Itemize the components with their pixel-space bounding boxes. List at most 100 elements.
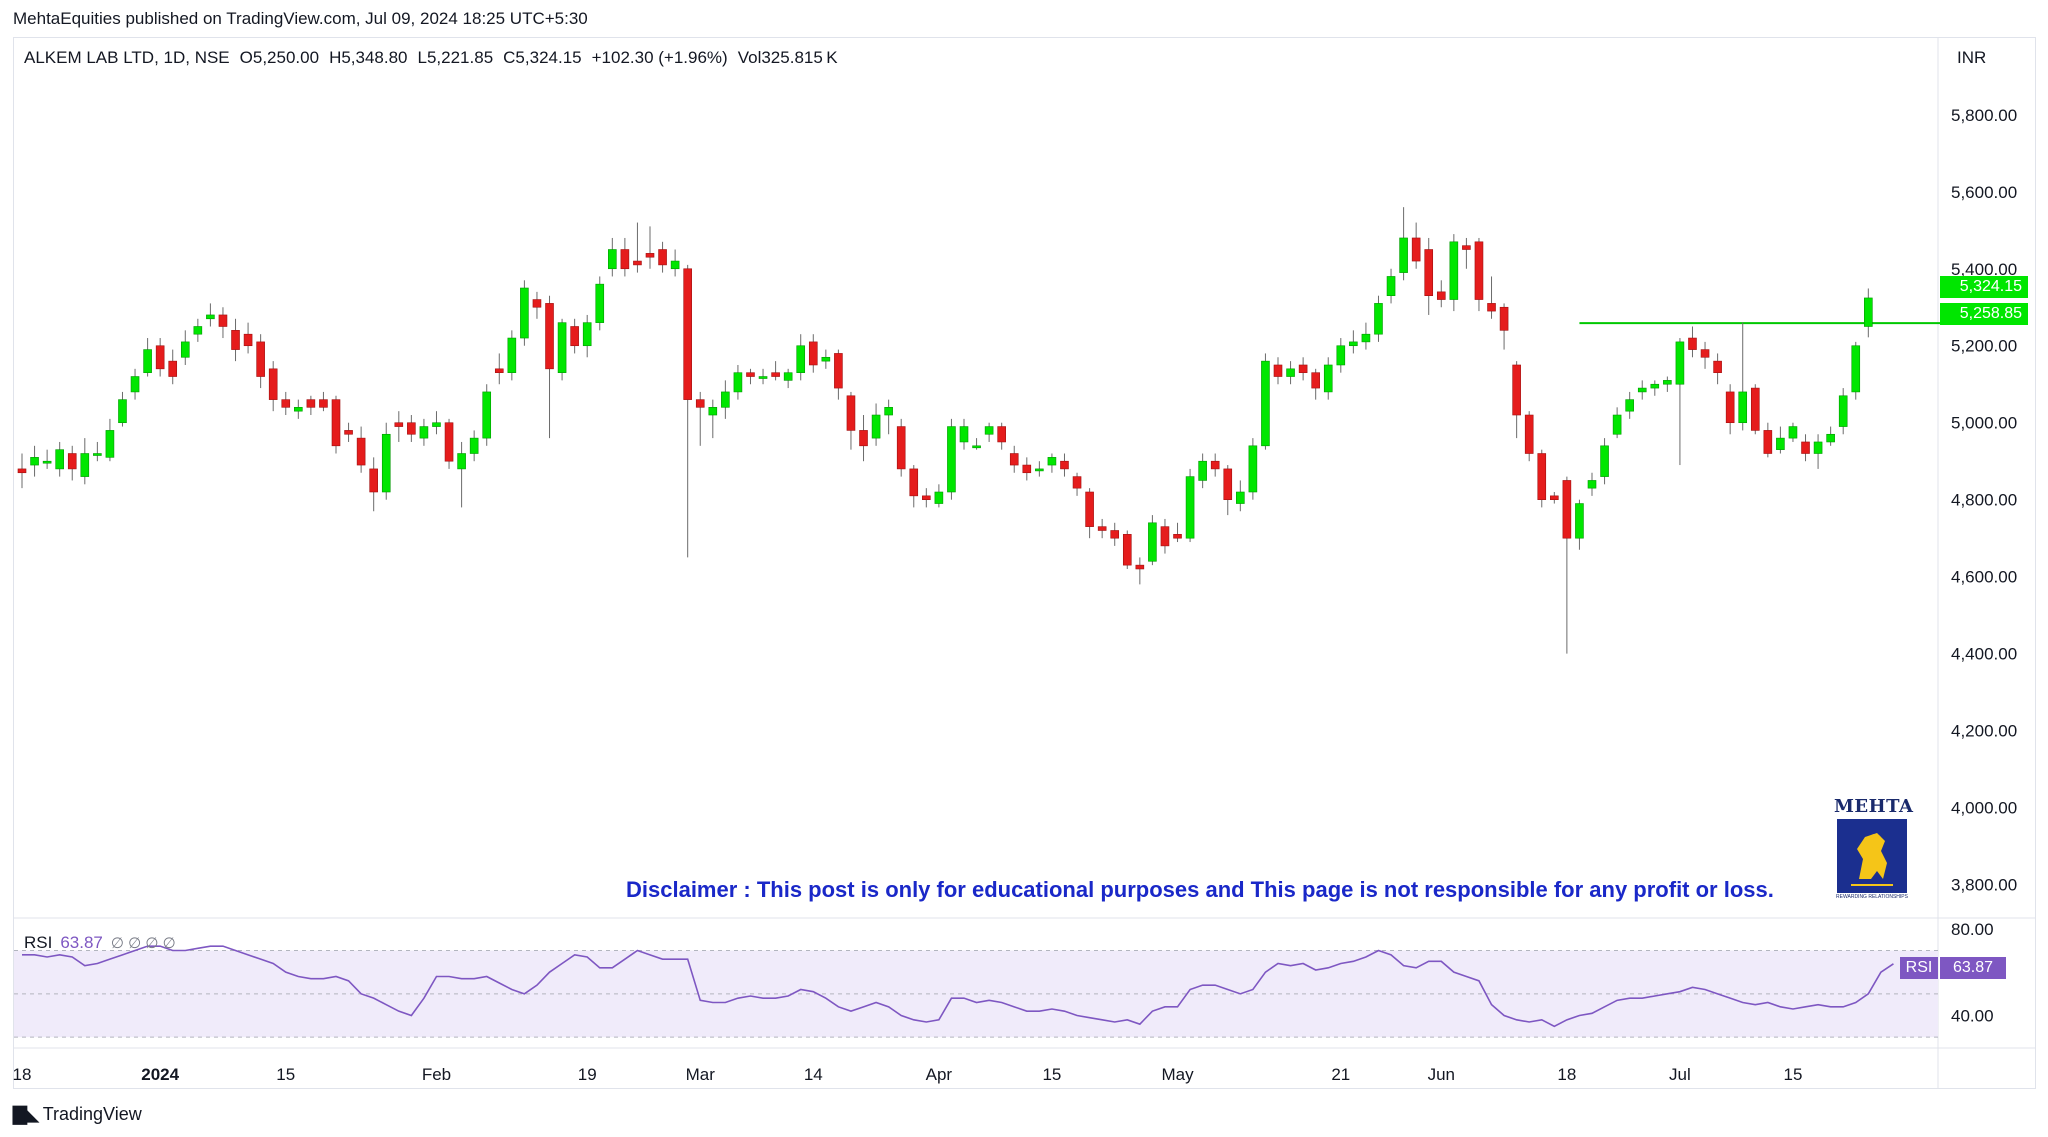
candle [1625,391,1634,419]
x-tick-label: 14 [804,1065,823,1084]
candle [1022,457,1032,481]
candle [1763,422,1773,458]
y-tick-label: 4,000.00 [1951,799,2017,818]
currency-label[interactable]: INR [1957,48,1987,67]
candle [1085,488,1094,539]
published-line: MehtaEquities published on TradingView.c… [13,9,588,28]
candle [1110,522,1120,546]
candle-body [331,399,341,447]
candle [444,418,454,469]
candle [180,330,190,365]
candle [1750,384,1760,435]
candle [1411,222,1421,269]
candle-body [1323,364,1333,393]
candle [118,391,127,427]
candle-body [1110,530,1120,539]
candle [595,276,605,331]
candle [1550,492,1559,504]
candle [1537,449,1547,508]
candle-body [143,349,152,373]
candle-body [520,287,529,339]
x-tick-label: 15 [1783,1065,1802,1084]
candle-body [1826,433,1835,443]
candle-body [17,468,27,474]
candle-body [922,495,931,500]
footer-brand-label: TradingView [42,1104,142,1124]
x-tick-label: 15 [1042,1065,1061,1084]
candle [80,438,90,485]
candle [1725,384,1735,435]
candle-body [871,414,881,439]
candle-body [1776,437,1785,450]
candle [1738,322,1748,431]
candle [42,449,52,469]
candle [821,349,831,369]
candle-body [407,422,416,435]
x-tick-label: 18 [13,1065,32,1084]
candle-body [1537,453,1547,500]
candle-body [419,426,429,439]
chart-frame [13,37,2036,1089]
candle [1524,411,1534,462]
candle-body [93,453,102,456]
candle [834,349,843,400]
candle-body [1700,349,1710,358]
candle-body [1813,441,1823,454]
candle-body [256,341,265,377]
open-value: O5,250.00 [239,48,320,67]
candle-body [1725,391,1735,424]
tradingview-logo-icon: ▇◣ [13,1104,39,1124]
footer-brand[interactable]: ▇◣ TradingView [13,1104,142,1125]
candle-body [595,283,605,323]
candle-body [1349,341,1358,347]
candle-body [1286,368,1295,377]
rsi-y-tick-label: 40.00 [1951,1007,1994,1026]
candle-body [1650,383,1660,389]
candle-body [1185,476,1195,539]
volume-value: Vol325.815 K [737,48,838,67]
candle [457,441,466,508]
x-tick-label: Apr [926,1065,953,1084]
candle-body [834,353,843,389]
candle [356,426,366,473]
candle-body [708,407,718,416]
candle [570,318,579,354]
candle [155,338,165,377]
candle [721,380,730,419]
candle [1637,380,1647,400]
candle-body [1424,249,1434,296]
candle [1826,426,1835,446]
candle [1223,465,1233,516]
candle-body [193,326,203,335]
candle-body [42,460,52,464]
candle [55,441,64,477]
candle-body [482,391,492,439]
candle [1499,303,1509,350]
candle-body [1675,341,1685,385]
symbol-label[interactable]: ALKEM LAB LTD, 1D, NSE [24,48,230,67]
candle-body [1625,399,1634,412]
candle [469,430,479,462]
candle-body [746,372,755,377]
candle [1361,322,1371,350]
candle-body [1009,453,1019,466]
y-tick-label: 5,000.00 [1951,414,2017,433]
candle-body [783,372,793,381]
rsi-label[interactable]: RSI [24,933,53,952]
candle [281,391,291,416]
high-value: H5,348.80 [329,48,408,67]
candle [783,368,793,389]
candle [633,222,642,273]
candle [1185,468,1195,543]
candle-body [381,433,391,493]
candle [645,226,655,269]
candle [432,411,441,435]
candle-body [884,407,893,416]
y-tick-label: 4,200.00 [1951,722,2017,741]
candle-body [319,399,328,408]
candle-body [1223,468,1233,500]
close-value: C5,324.15 [503,48,582,67]
candle [922,488,931,508]
candle [1047,453,1057,473]
